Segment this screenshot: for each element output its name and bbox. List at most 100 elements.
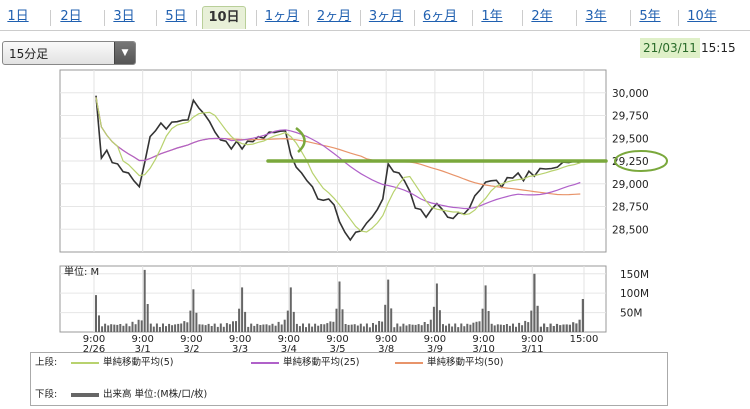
interval-select-value: 15分足 [9,47,49,61]
volume-bar [113,324,116,332]
volume-bar [390,308,393,332]
volume-bar [247,326,250,332]
volume-bar [539,326,542,332]
circled-tick-annotation [614,150,668,172]
volume-bar [140,320,143,332]
volume-bar [368,327,371,332]
volume-bar [134,324,137,332]
volume-bar [493,325,496,332]
x-tick-time: 15:00 [570,334,599,345]
x-tick-time: 9:00 [326,334,348,345]
volume-bar [533,273,536,332]
volume-bar [484,285,487,332]
volume-bar [232,321,234,332]
volume-bar [137,319,140,332]
legend-volume: 出来高 単位:(M株/口/枚) [71,387,207,403]
price-y-tick: 29,250 [612,156,649,168]
x-tick-time: 9:00 [83,334,105,345]
volume-bar [207,323,210,332]
volume-bar [496,324,499,332]
volume-bar [432,306,435,332]
volume-bar [536,305,539,332]
price-y-tick: 29,750 [612,111,649,123]
volume-bar [378,321,381,332]
volume-bar [393,327,396,332]
volume-bar [165,326,167,332]
volume-panel [59,265,607,333]
tab-8[interactable]: 6ヶ月 [422,9,458,24]
tab-7[interactable]: 3ヶ月 [368,9,404,24]
tab-3[interactable]: 5日 [165,9,187,24]
tab-5[interactable]: 1ヶ月 [264,9,300,24]
volume-bar [128,326,131,332]
x-tick-date: 3/9 [427,344,443,352]
tab-10[interactable]: 2年 [531,9,553,24]
tab-4[interactable]: 10日 [202,6,246,29]
volume-bar [487,311,490,332]
x-tick-date: 2/26 [83,344,105,352]
price-y-tick: 28,750 [612,202,649,214]
tab-13[interactable]: 10年 [687,9,717,24]
tab-12[interactable]: 5年 [639,9,661,24]
volume-bar [308,323,311,332]
x-tick-date: 3/4 [281,344,297,352]
volume-bar [365,323,368,332]
volume-bar [552,326,555,332]
interval-select[interactable]: 15分足 ▼ [2,41,136,65]
volume-bar [323,324,326,332]
legend-upper-label: 上段: [35,357,58,368]
volume-bar [359,323,362,332]
tab-1[interactable]: 2日 [60,9,82,24]
volume-bar [95,295,97,332]
volume-bar [527,322,530,332]
volume-bar [435,283,438,332]
volume-bar [195,312,198,332]
volume-bar [174,324,177,332]
price-y-tick: 29,500 [612,133,649,145]
volume-bar [329,321,332,332]
volume-bar [396,323,399,332]
volume-bar [186,322,189,332]
volume-bar [505,324,508,332]
volume-bar [442,324,444,332]
volume-bar [518,322,521,332]
annotation-bracket [295,127,306,153]
volume-bar [101,326,104,332]
volume-bar [543,323,546,332]
volume-bar [515,326,517,332]
volume-bar [451,326,454,332]
volume-bar [429,319,432,332]
volume-bar [274,325,277,332]
volume-bar [341,309,344,332]
volume-bar [305,327,307,332]
x-tick-time: 9:00 [278,334,300,345]
volume-bar [555,323,559,332]
x-tick-date: 3/11 [521,344,543,352]
volume-bar [445,325,447,332]
volume-y-tick: 50M [620,308,642,320]
volume-bar [423,322,426,332]
tab-6[interactable]: 2ヶ月 [316,9,352,24]
volume-bar [253,325,256,332]
x-tick-time: 9:00 [472,334,494,345]
x-tick-time: 9:00 [131,334,153,345]
volume-bar [125,323,128,332]
volume-bar [420,325,423,332]
volume-bar [472,322,475,332]
volume-bar [216,326,219,332]
x-tick-date: 3/8 [378,344,394,352]
volume-bar [250,323,253,332]
legend-volume-label: 出来高 単位:(M株/口/枚) [103,389,208,400]
volume-bar [162,323,164,332]
tab-11[interactable]: 3年 [585,9,607,24]
volume-bar [460,323,463,332]
volume-y-tick: 150M [620,269,649,281]
x-tick-date: 3/10 [472,344,494,352]
chevron-down-icon[interactable]: ▼ [114,42,135,64]
period-tabs: 1日 2日 3日 5日 10日 1ヶ月 2ヶ月 3ヶ月 6ヶ月 1年 2年 3年 5年 10年 [0,4,750,31]
tab-0[interactable]: 1日 [7,9,29,24]
volume-bar [98,315,100,332]
volume-bar [508,325,511,332]
tab-9[interactable]: 1年 [481,9,503,24]
tab-2[interactable]: 3日 [113,9,135,24]
